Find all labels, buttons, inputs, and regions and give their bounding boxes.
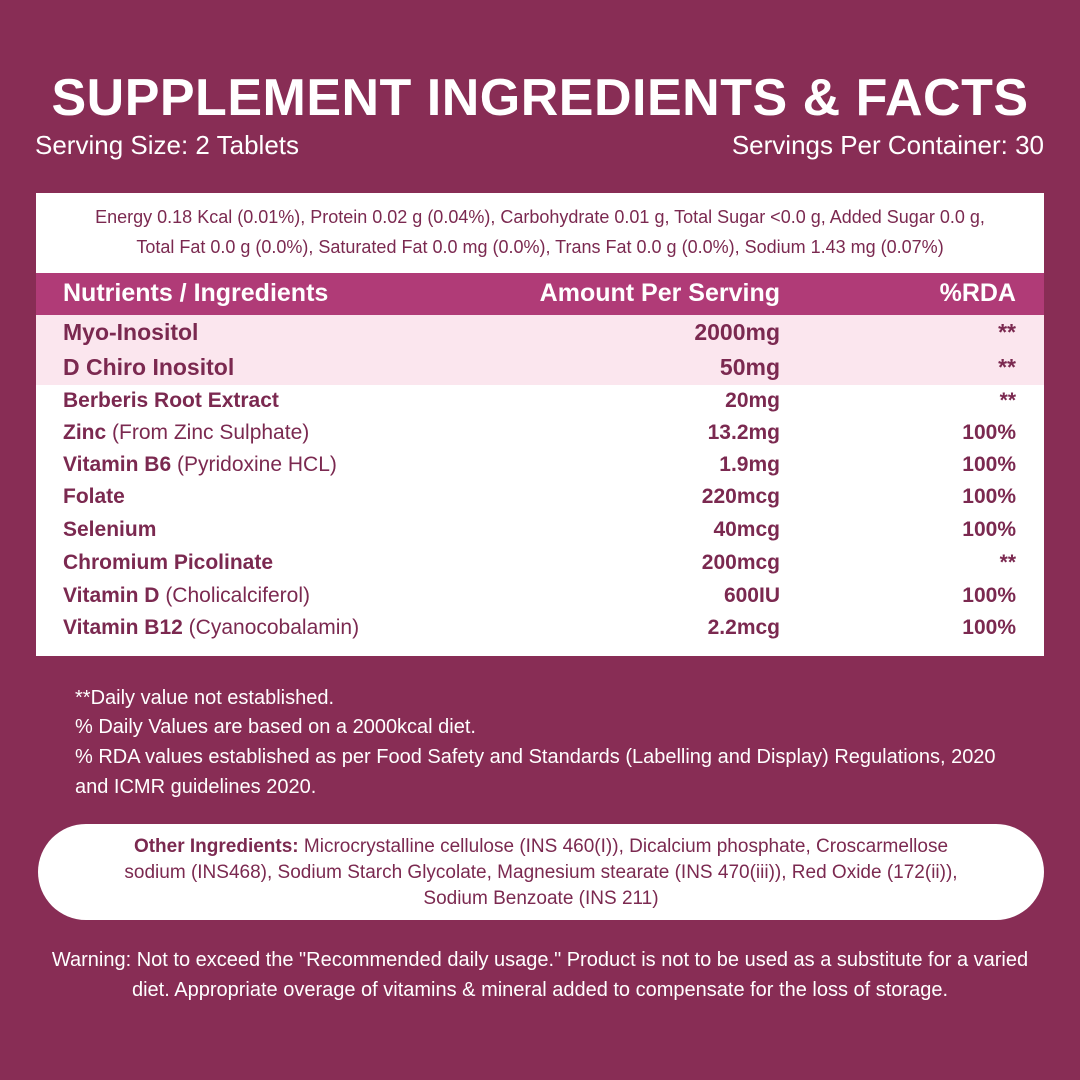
table-row: Chromium Picolinate 200mcg ** — [36, 547, 1044, 579]
ingredient-name: Vitamin B12 — [63, 616, 183, 639]
rda: 100% — [962, 421, 1016, 444]
footnote: % RDA values established as per Food Saf… — [75, 746, 996, 798]
ingredient-name: Selenium — [63, 518, 157, 541]
amount: 2000mg — [694, 319, 780, 345]
table-row: Vitamin D (Cholicalciferol) 600IU 100% — [36, 580, 1044, 612]
ingredient-detail: (Pyridoxine HCL) — [177, 453, 337, 476]
amount: 13.2mg — [707, 421, 780, 444]
amount: 50mg — [719, 354, 780, 380]
ingredient-cell: Selenium — [63, 518, 156, 542]
servings-per-container: Servings Per Container: 30 — [731, 130, 1044, 160]
other-ingredients-label: Other Ingredients: — [133, 836, 299, 857]
rda: ** — [999, 389, 1016, 412]
ingredient-cell: Zinc (From Zinc Sulphate) — [63, 421, 309, 445]
ingredient-cell: Berberis Root Extract — [63, 389, 279, 413]
other-ingredients-text: Other Ingredients: Microcrystalline cell… — [108, 834, 974, 912]
rda: 100% — [962, 616, 1016, 639]
amount: 2.2mcg — [707, 616, 780, 639]
ingredient-detail: (From Zinc Sulphate) — [112, 421, 310, 444]
ingredient-name: Berberis Root Extract — [63, 389, 279, 412]
table-row: D Chiro Inositol 50mg ** — [36, 350, 1044, 385]
table-row: Berberis Root Extract 20mg ** — [36, 385, 1044, 417]
rda: ** — [999, 551, 1016, 574]
rda: 100% — [962, 453, 1016, 476]
rda: ** — [998, 319, 1016, 345]
ingredient-cell: Chromium Picolinate — [63, 551, 273, 575]
ingredient-cell: Folate — [63, 485, 125, 509]
table-header: Nutrients / Ingredients Amount Per Servi… — [36, 273, 1044, 315]
ingredient-name: Vitamin B6 — [63, 453, 172, 476]
amount: 40mcg — [713, 518, 780, 541]
energy-line: Energy 0.18 Kcal (0.01%), Protein 0.02 g… — [95, 207, 985, 227]
ingredient-name: Zinc — [63, 421, 107, 444]
warning: Warning: Not to exceed the "Recommended … — [51, 949, 1029, 1001]
table-row: Zinc (From Zinc Sulphate) 13.2mg 100% — [36, 417, 1044, 449]
facts-table: Energy 0.18 Kcal (0.01%), Protein 0.02 g… — [36, 193, 1044, 656]
ingredient-cell: Vitamin B6 (Pyridoxine HCL) — [63, 453, 337, 477]
table-row: Myo-Inositol 2000mg ** — [36, 315, 1044, 350]
ingredient-name: Chromium Picolinate — [63, 551, 274, 574]
footnote: **Daily value not established. — [75, 687, 335, 709]
table-row: Folate 220mcg 100% — [36, 481, 1044, 513]
other-ingredients: Other Ingredients: Microcrystalline cell… — [38, 824, 1044, 920]
column-header: Amount Per Serving — [539, 279, 780, 307]
amount: 20mg — [725, 389, 780, 412]
column-header: %RDA — [939, 279, 1016, 307]
ingredient-cell: Vitamin B12 (Cyanocobalamin) — [63, 616, 359, 640]
ingredient-name: Vitamin D — [63, 584, 160, 607]
ingredient-cell: D Chiro Inositol — [63, 354, 234, 381]
other-ingredients-list: Microcrystalline cellulose (INS 460(I)),… — [124, 836, 958, 909]
rda: 100% — [962, 518, 1016, 541]
rda: 100% — [962, 584, 1016, 607]
rda: 100% — [962, 485, 1016, 508]
amount: 220mcg — [701, 485, 780, 508]
energy-line: Total Fat 0.0 g (0.0%), Saturated Fat 0.… — [136, 237, 944, 257]
table-row: Vitamin B12 (Cyanocobalamin) 2.2mcg 100% — [36, 612, 1044, 644]
ingredient-detail: (Cyanocobalamin) — [188, 616, 360, 639]
ingredient-name: Myo-Inositol — [63, 319, 199, 345]
column-header: Nutrients / Ingredients — [63, 279, 329, 307]
serving-size: Serving Size: 2 Tablets — [35, 130, 299, 160]
title: SUPPLEMENT INGREDIENTS & FACTS — [51, 69, 1029, 127]
ingredient-name: Folate — [63, 485, 125, 508]
footnote: % Daily Values are based on a 2000kcal d… — [75, 716, 476, 738]
amount: 200mcg — [701, 551, 780, 574]
amount: 600IU — [723, 584, 780, 607]
table-row: Vitamin B6 (Pyridoxine HCL) 1.9mg 100% — [36, 449, 1044, 481]
ingredient-cell: Vitamin D (Cholicalciferol) — [63, 584, 310, 608]
rda: ** — [998, 354, 1016, 380]
ingredient-detail: (Cholicalciferol) — [165, 584, 311, 607]
ingredient-name: D Chiro Inositol — [63, 354, 235, 380]
amount: 1.9mg — [719, 453, 780, 476]
table-row: Selenium 40mcg 100% — [36, 514, 1044, 546]
ingredient-cell: Myo-Inositol — [63, 319, 198, 346]
